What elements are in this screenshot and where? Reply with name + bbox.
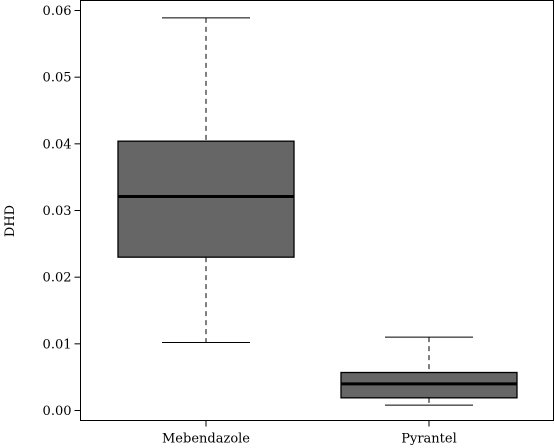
y-tick-label: 0.06 — [43, 4, 72, 19]
y-tick-label: 0.01 — [43, 337, 72, 352]
iqr-box — [117, 140, 295, 258]
y-axis-label: DHD — [3, 205, 18, 237]
x-axis: Mebendazole Pyrantel — [162, 420, 457, 447]
y-tick-label: 0.03 — [43, 204, 72, 219]
box-series — [117, 17, 518, 406]
x-tick-label: Pyrantel — [401, 432, 457, 447]
box-pyrantel — [340, 336, 518, 406]
box-mebendazole — [117, 17, 295, 343]
y-tick-label: 0.02 — [43, 271, 72, 286]
y-axis: 0.00 0.01 0.02 0.03 0.04 0.05 0.06 — [43, 4, 81, 419]
y-tick-label: 0.00 — [43, 404, 72, 419]
y-tick-label: 0.04 — [43, 137, 72, 152]
y-tick-label: 0.05 — [43, 71, 72, 86]
x-tick-label: Mebendazole — [162, 432, 250, 447]
